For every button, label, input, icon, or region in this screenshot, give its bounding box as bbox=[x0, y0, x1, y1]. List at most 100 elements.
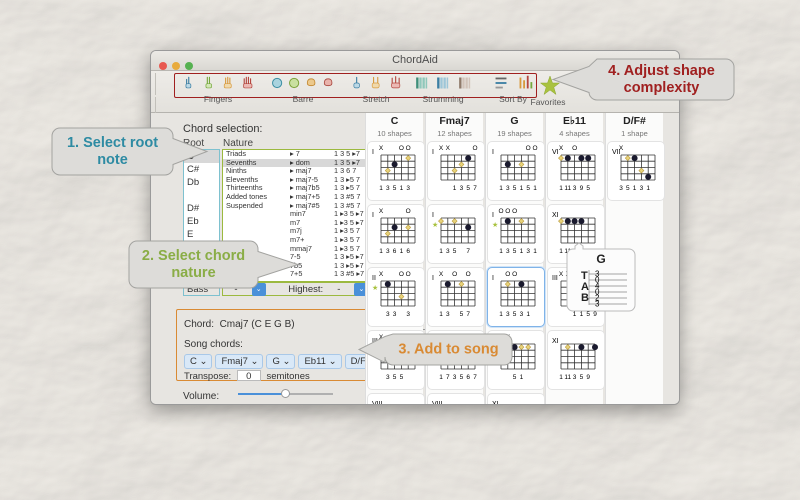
svg-text:I: I bbox=[492, 149, 494, 156]
svg-text:3: 3 bbox=[460, 185, 464, 192]
svg-text:5: 5 bbox=[586, 185, 590, 192]
svg-text:X: X bbox=[439, 145, 444, 152]
svg-text:XI: XI bbox=[552, 338, 559, 345]
svg-text:3: 3 bbox=[386, 185, 390, 192]
svg-text:5: 5 bbox=[513, 248, 517, 255]
svg-text:3: 3 bbox=[506, 311, 510, 318]
svg-text:3: 3 bbox=[520, 311, 524, 318]
svg-text:III: III bbox=[552, 275, 558, 282]
svg-text:O: O bbox=[505, 271, 510, 278]
svg-text:B: B bbox=[581, 292, 589, 304]
svg-text:1: 1 bbox=[400, 185, 404, 192]
svg-text:3: 3 bbox=[406, 185, 410, 192]
svg-text:1: 1 bbox=[379, 248, 383, 255]
svg-text:11: 11 bbox=[564, 185, 571, 192]
svg-text:6: 6 bbox=[393, 248, 397, 255]
svg-text:3: 3 bbox=[386, 374, 390, 381]
svg-text:I: I bbox=[372, 149, 374, 156]
svg-text:5: 5 bbox=[460, 374, 464, 381]
svg-text:complexity: complexity bbox=[624, 79, 700, 95]
svg-text:★: ★ bbox=[372, 284, 378, 292]
svg-text:I: I bbox=[432, 212, 434, 219]
svg-text:5: 5 bbox=[453, 248, 457, 255]
svg-text:3: 3 bbox=[446, 311, 450, 318]
svg-text:4. Adjust shape: 4. Adjust shape bbox=[608, 63, 715, 79]
svg-text:X: X bbox=[619, 145, 624, 152]
svg-text:★: ★ bbox=[432, 221, 438, 229]
svg-text:O: O bbox=[466, 271, 471, 278]
svg-text:6: 6 bbox=[406, 248, 410, 255]
svg-text:I: I bbox=[492, 212, 494, 219]
svg-text:I: I bbox=[432, 275, 434, 282]
svg-text:5: 5 bbox=[393, 374, 397, 381]
svg-text:G: G bbox=[596, 252, 605, 266]
svg-text:5: 5 bbox=[526, 185, 530, 192]
svg-text:3: 3 bbox=[393, 311, 397, 318]
svg-text:★: ★ bbox=[492, 221, 498, 229]
svg-text:I: I bbox=[432, 149, 434, 156]
svg-text:9: 9 bbox=[593, 311, 597, 318]
svg-text:3: 3 bbox=[506, 248, 510, 255]
svg-text:1: 1 bbox=[439, 248, 443, 255]
svg-text:1: 1 bbox=[559, 374, 563, 381]
svg-text:O: O bbox=[399, 271, 404, 278]
svg-text:1. Select root: 1. Select root bbox=[67, 135, 158, 151]
svg-text:O: O bbox=[498, 208, 503, 215]
svg-text:XI: XI bbox=[492, 401, 499, 405]
svg-text:1: 1 bbox=[520, 185, 524, 192]
svg-text:1: 1 bbox=[379, 185, 383, 192]
svg-text:1: 1 bbox=[499, 248, 503, 255]
svg-text:I: I bbox=[492, 275, 494, 282]
svg-text:3: 3 bbox=[506, 185, 510, 192]
svg-text:5: 5 bbox=[513, 374, 517, 381]
svg-text:3: 3 bbox=[526, 248, 530, 255]
svg-text:3: 3 bbox=[386, 248, 390, 255]
svg-text:3: 3 bbox=[595, 300, 600, 309]
svg-text:1: 1 bbox=[573, 311, 577, 318]
svg-text:VIII: VIII bbox=[432, 401, 443, 405]
svg-text:5: 5 bbox=[400, 374, 404, 381]
svg-text:O: O bbox=[532, 145, 537, 152]
svg-text:1: 1 bbox=[533, 248, 537, 255]
svg-text:II: II bbox=[372, 275, 376, 282]
svg-text:O: O bbox=[512, 208, 517, 215]
svg-text:1: 1 bbox=[559, 185, 563, 192]
svg-text:3: 3 bbox=[640, 185, 644, 192]
svg-text:O: O bbox=[505, 208, 510, 215]
svg-text:X: X bbox=[446, 145, 451, 152]
svg-text:O: O bbox=[526, 145, 531, 152]
svg-text:X: X bbox=[439, 271, 444, 278]
svg-text:5: 5 bbox=[513, 185, 517, 192]
svg-text:O: O bbox=[406, 208, 411, 215]
svg-text:1: 1 bbox=[499, 185, 503, 192]
svg-text:1: 1 bbox=[499, 311, 503, 318]
svg-text:1: 1 bbox=[526, 311, 530, 318]
svg-text:1: 1 bbox=[439, 374, 443, 381]
svg-text:3: 3 bbox=[386, 311, 390, 318]
svg-text:5: 5 bbox=[626, 185, 630, 192]
svg-text:X: X bbox=[559, 145, 564, 152]
svg-text:1: 1 bbox=[646, 185, 650, 192]
svg-text:1: 1 bbox=[520, 374, 524, 381]
svg-text:O: O bbox=[406, 271, 411, 278]
svg-text:O: O bbox=[572, 145, 577, 152]
svg-text:7: 7 bbox=[473, 185, 477, 192]
svg-text:3: 3 bbox=[619, 185, 623, 192]
svg-text:5: 5 bbox=[460, 311, 464, 318]
svg-text:7: 7 bbox=[446, 374, 450, 381]
svg-text:O: O bbox=[472, 145, 477, 152]
svg-text:1: 1 bbox=[633, 185, 637, 192]
svg-text:O: O bbox=[452, 271, 457, 278]
svg-text:1: 1 bbox=[400, 248, 404, 255]
svg-text:1: 1 bbox=[439, 311, 443, 318]
svg-text:3: 3 bbox=[406, 311, 410, 318]
svg-text:1: 1 bbox=[580, 311, 584, 318]
svg-text:VIII: VIII bbox=[372, 401, 383, 405]
svg-text:7: 7 bbox=[466, 311, 470, 318]
svg-text:O: O bbox=[512, 271, 517, 278]
svg-text:11: 11 bbox=[564, 374, 571, 381]
svg-text:5: 5 bbox=[580, 374, 584, 381]
svg-text:1: 1 bbox=[520, 248, 524, 255]
svg-text:X: X bbox=[379, 271, 384, 278]
svg-text:3. Add to song: 3. Add to song bbox=[398, 341, 498, 357]
